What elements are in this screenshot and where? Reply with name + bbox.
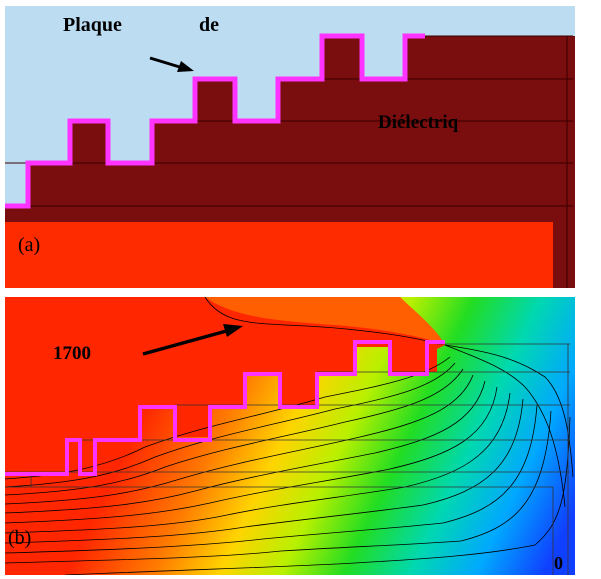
- plate-label-2: de: [199, 14, 219, 36]
- plate-electrode-b: [5, 340, 445, 476]
- dielectric-label: Diélectriq: [378, 112, 459, 133]
- geometry-figure: [5, 6, 575, 288]
- ground-electrode: [5, 222, 553, 288]
- value-arrow: [142, 328, 231, 356]
- zero-label: 0: [554, 553, 563, 573]
- plate-arrow-head: [177, 61, 194, 72]
- caption-b: (b): [8, 527, 32, 549]
- panel-b-field-map: 1700 (b) 0: [5, 297, 575, 575]
- high-potential-region: [5, 297, 445, 472]
- upper-band: [205, 297, 445, 345]
- panel-a-geometry: Plaque de Diélectriq (a): [5, 6, 575, 288]
- value-arrow-head: [223, 324, 243, 337]
- plate-arrow: [149, 56, 184, 70]
- potential-map: [5, 297, 575, 575]
- value-label: 1700: [53, 343, 91, 364]
- plate-label: Plaque: [63, 14, 122, 36]
- mesh-outline: [5, 343, 570, 575]
- plate-electrode: [5, 33, 425, 209]
- caption-a: (a): [18, 234, 41, 256]
